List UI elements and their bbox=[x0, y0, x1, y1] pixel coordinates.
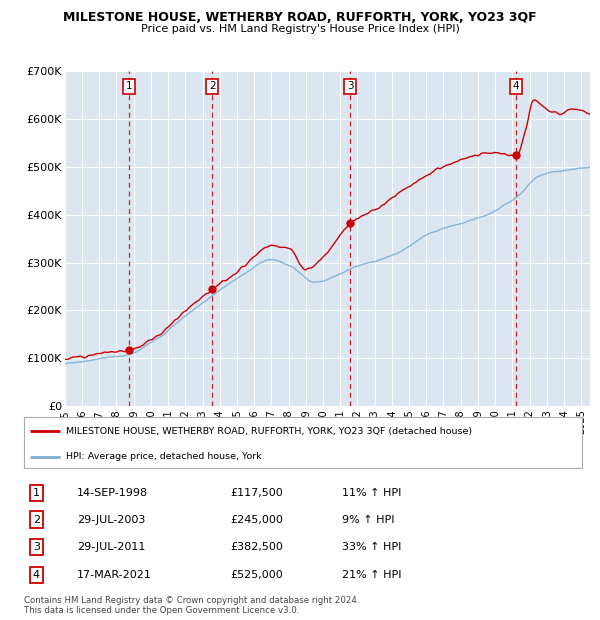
Text: £382,500: £382,500 bbox=[230, 542, 283, 552]
Text: £525,000: £525,000 bbox=[230, 570, 283, 580]
Text: 4: 4 bbox=[33, 570, 40, 580]
Text: 14-SEP-1998: 14-SEP-1998 bbox=[77, 488, 148, 498]
Text: 3: 3 bbox=[347, 81, 353, 91]
Text: 3: 3 bbox=[33, 542, 40, 552]
Text: MILESTONE HOUSE, WETHERBY ROAD, RUFFORTH, YORK, YO23 3QF: MILESTONE HOUSE, WETHERBY ROAD, RUFFORTH… bbox=[63, 11, 537, 24]
Text: £117,500: £117,500 bbox=[230, 488, 283, 498]
Text: HPI: Average price, detached house, York: HPI: Average price, detached house, York bbox=[66, 453, 262, 461]
Text: 2: 2 bbox=[209, 81, 215, 91]
Text: Price paid vs. HM Land Registry's House Price Index (HPI): Price paid vs. HM Land Registry's House … bbox=[140, 24, 460, 33]
Text: Contains HM Land Registry data © Crown copyright and database right 2024.: Contains HM Land Registry data © Crown c… bbox=[24, 596, 359, 606]
Text: £245,000: £245,000 bbox=[230, 515, 283, 525]
Text: MILESTONE HOUSE, WETHERBY ROAD, RUFFORTH, YORK, YO23 3QF (detached house): MILESTONE HOUSE, WETHERBY ROAD, RUFFORTH… bbox=[66, 427, 472, 436]
Text: 17-MAR-2021: 17-MAR-2021 bbox=[77, 570, 152, 580]
Text: 29-JUL-2003: 29-JUL-2003 bbox=[77, 515, 145, 525]
Text: 21% ↑ HPI: 21% ↑ HPI bbox=[342, 570, 401, 580]
Text: 9% ↑ HPI: 9% ↑ HPI bbox=[342, 515, 395, 525]
Text: 29-JUL-2011: 29-JUL-2011 bbox=[77, 542, 145, 552]
Text: 33% ↑ HPI: 33% ↑ HPI bbox=[342, 542, 401, 552]
Text: 1: 1 bbox=[33, 488, 40, 498]
Text: 4: 4 bbox=[512, 81, 519, 91]
Text: 1: 1 bbox=[125, 81, 132, 91]
Text: 2: 2 bbox=[33, 515, 40, 525]
Text: This data is licensed under the Open Government Licence v3.0.: This data is licensed under the Open Gov… bbox=[24, 606, 299, 616]
Text: 11% ↑ HPI: 11% ↑ HPI bbox=[342, 488, 401, 498]
